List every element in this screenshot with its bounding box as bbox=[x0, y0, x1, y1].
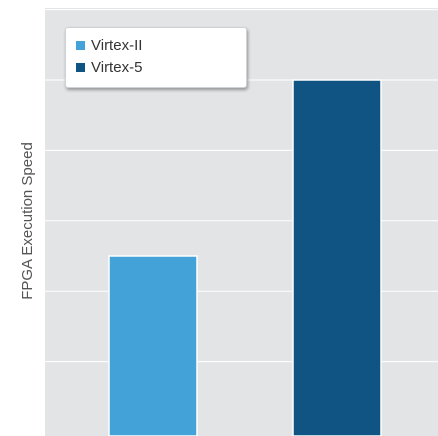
legend-label-virtex-ii: Virtex-II bbox=[91, 36, 143, 54]
bar-virtex-ii bbox=[108, 255, 198, 436]
y-axis-label: FPGA Execution Speed bbox=[19, 142, 36, 300]
legend-swatch-virtex-5 bbox=[76, 62, 85, 72]
legend: Virtex-II Virtex-5 bbox=[65, 27, 247, 88]
bars bbox=[108, 79, 382, 436]
legend-item-virtex-5: Virtex-5 bbox=[76, 56, 246, 78]
bar-virtex-5 bbox=[292, 79, 382, 436]
legend-label-virtex-5: Virtex-5 bbox=[91, 58, 143, 76]
legend-item-virtex-ii: Virtex-II bbox=[76, 34, 246, 56]
legend-swatch-virtex-ii bbox=[76, 40, 85, 50]
